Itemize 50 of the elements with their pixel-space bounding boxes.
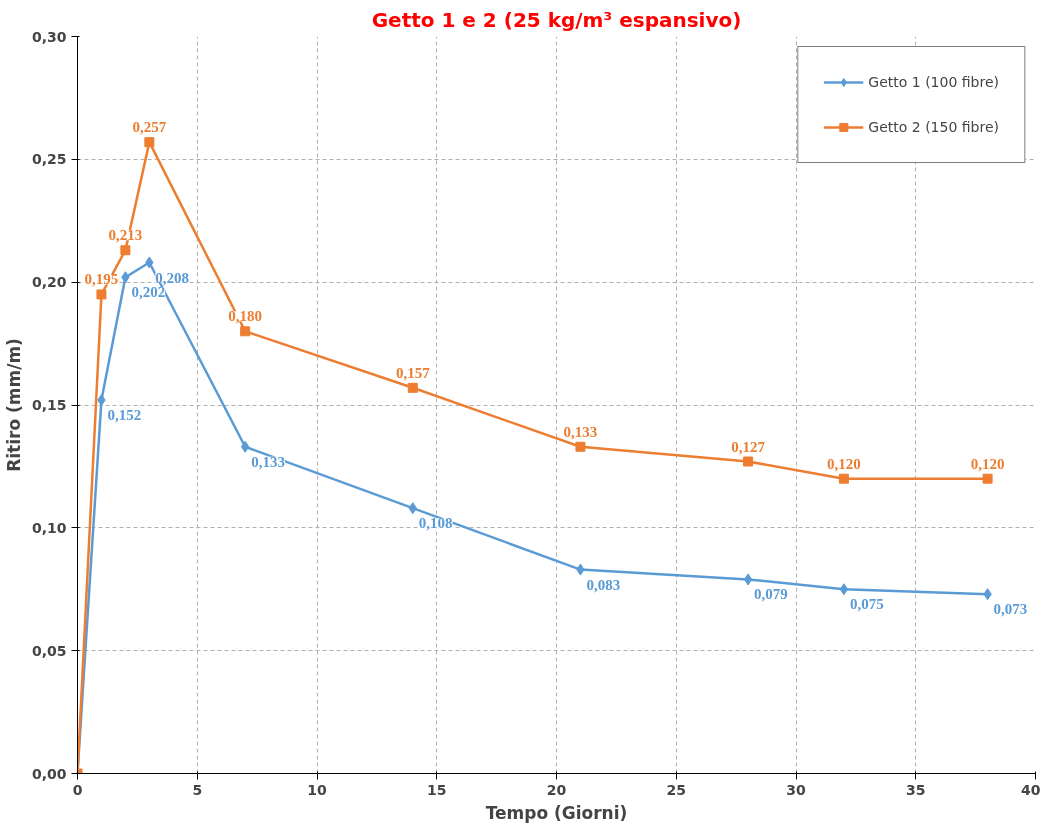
- data-label: 0,180: [228, 308, 263, 325]
- chart-title: Getto 1 e 2 (25 kg/m³ espansivo): [371, 7, 742, 32]
- legend-label: Getto 1 (100 fibre): [868, 74, 999, 90]
- y-tick-label: 0,30: [31, 28, 67, 45]
- data-label: 0,120: [827, 455, 861, 472]
- data-label: 0,073: [993, 601, 1028, 618]
- x-tick-label: 25: [666, 781, 686, 798]
- legend-label: Getto 2 (150 fibre): [868, 119, 999, 135]
- point: [575, 441, 586, 452]
- data-label: 0,127: [731, 438, 766, 455]
- y-tick-label: 0,10: [31, 519, 67, 536]
- data-label: 0,195: [84, 271, 119, 288]
- x-axis-title: Tempo (Giorni): [485, 802, 628, 823]
- data-label: 0,208: [155, 269, 190, 286]
- point: [120, 245, 131, 256]
- y-tick-label: 0,25: [31, 151, 67, 168]
- x-tick-label: 5: [192, 781, 203, 798]
- data-label: 0,133: [563, 423, 598, 440]
- data-label: 0,083: [586, 576, 621, 593]
- point: [743, 456, 754, 467]
- data-label: 0,079: [754, 586, 788, 603]
- y-tick-label: 0,05: [31, 642, 67, 659]
- point: [743, 573, 753, 586]
- x-tick-label: 15: [427, 781, 447, 798]
- point: [240, 440, 250, 453]
- y-tick-label: 0,15: [31, 397, 67, 413]
- y-axis-title: Ritiro (mm/m): [3, 338, 24, 472]
- x-tick-label: 10: [307, 781, 327, 798]
- x-tick-label: 30: [786, 781, 806, 798]
- data-label: 0,213: [108, 227, 143, 244]
- y-tick-label: 0,00: [31, 765, 67, 782]
- y-tick-label: 0,20: [31, 274, 67, 291]
- point: [407, 382, 418, 393]
- data-label: 0,157: [395, 364, 431, 381]
- point: [144, 137, 155, 148]
- x-tick-label: 35: [906, 781, 926, 798]
- x-tick-label: 0: [72, 781, 83, 798]
- point: [839, 583, 849, 596]
- data-label: 0,108: [418, 515, 453, 532]
- point: [240, 326, 251, 337]
- x-tick-label: 40: [1021, 781, 1041, 798]
- data-label: 0,120: [970, 455, 1005, 472]
- point: [982, 473, 993, 484]
- data-label: 0,257: [132, 119, 167, 136]
- point: [96, 289, 107, 300]
- data-label: 0,133: [251, 453, 285, 470]
- x-tick-label: 20: [546, 781, 567, 798]
- point: [838, 473, 849, 484]
- data-label: 0,075: [849, 596, 884, 613]
- data-label: 0,152: [107, 407, 142, 424]
